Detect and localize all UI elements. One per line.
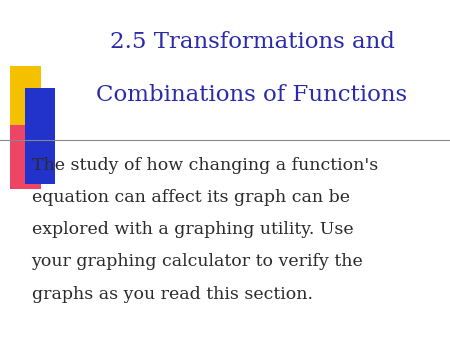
Text: Combinations of Functions: Combinations of Functions xyxy=(96,83,408,106)
Bar xyxy=(10,125,40,189)
Bar xyxy=(25,88,55,184)
Text: equation can affect its graph can be: equation can affect its graph can be xyxy=(32,189,350,206)
Text: graphs as you read this section.: graphs as you read this section. xyxy=(32,286,312,303)
Text: 2.5 Transformations and: 2.5 Transformations and xyxy=(109,31,395,53)
Bar xyxy=(10,66,40,130)
Text: The study of how changing a function's: The study of how changing a function's xyxy=(32,157,378,174)
Text: your graphing calculator to verify the: your graphing calculator to verify the xyxy=(32,254,363,270)
Text: explored with a graphing utility. Use: explored with a graphing utility. Use xyxy=(32,221,353,238)
